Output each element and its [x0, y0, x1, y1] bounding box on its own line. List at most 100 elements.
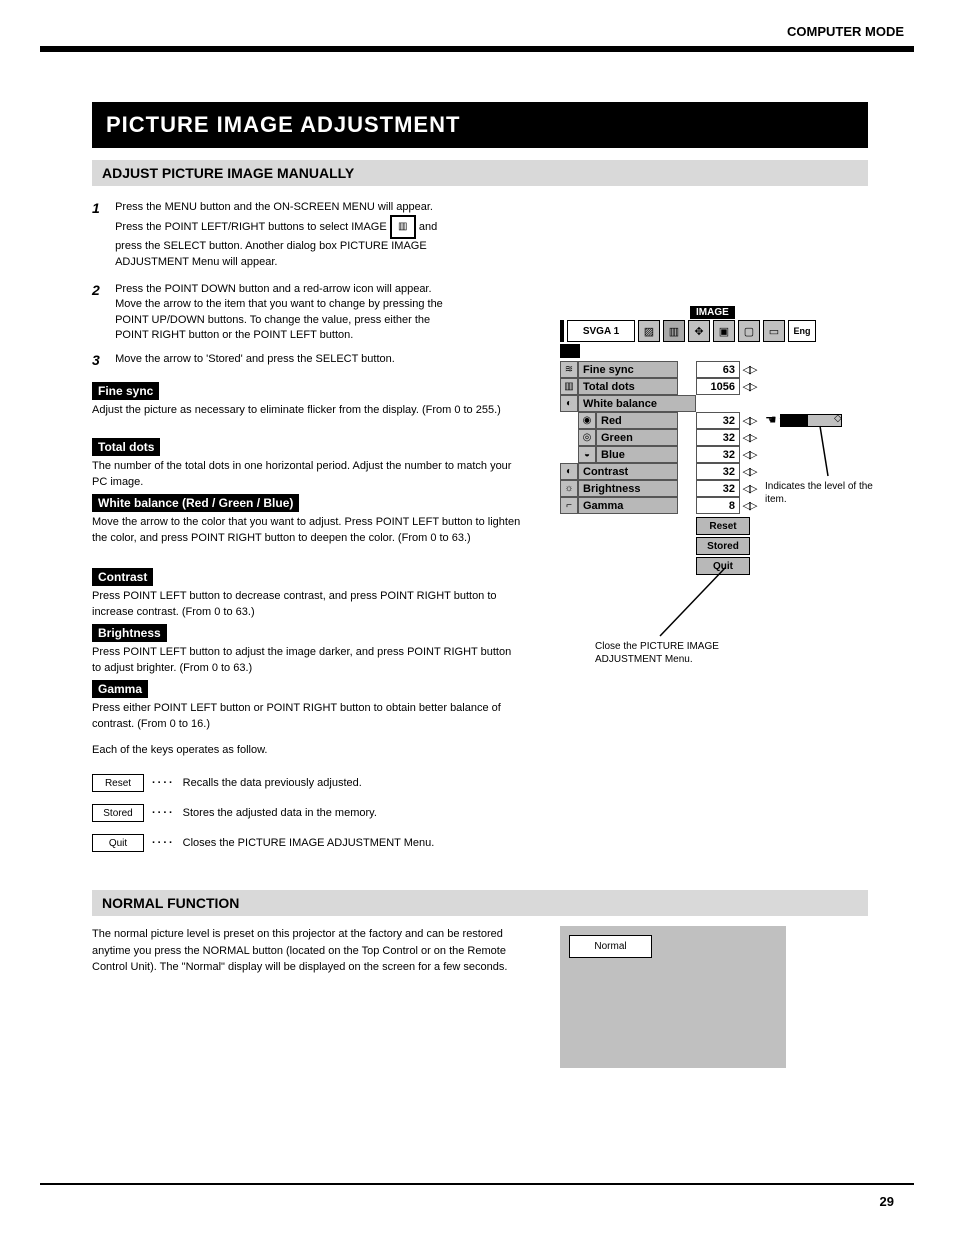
- dots: ····: [152, 837, 175, 849]
- page-title: PICTURE IMAGE ADJUSTMENT: [92, 102, 868, 148]
- osd-black-strip: [560, 344, 580, 358]
- item-total-dots-head: Total dots: [92, 438, 160, 456]
- step-2-text: Press the POINT DOWN button and a red-ar…: [115, 282, 445, 344]
- normal-paragraph: The normal picture level is preset on th…: [92, 926, 532, 976]
- arrows-icon[interactable]: ◁▷: [740, 378, 758, 395]
- step-1-text-a: Press the MENU button and the ON-SCREEN …: [115, 201, 433, 213]
- red-icon: ◉: [578, 412, 596, 429]
- step-1-text-b: Press the POINT LEFT/RIGHT buttons to se…: [115, 221, 387, 233]
- step-2: 2 Press the POINT DOWN button and a red-…: [92, 282, 445, 344]
- gamma-icon: ⌐: [560, 497, 578, 514]
- step-1-number: 1: [92, 200, 112, 216]
- item-gamma-note: Each of the keys operates as follow.: [92, 743, 522, 759]
- toolbar-icon-4[interactable]: ▣: [713, 320, 735, 342]
- row-blue-value: 32: [696, 446, 740, 463]
- row-blue[interactable]: ◒ Blue 32 ◁▷: [560, 446, 758, 463]
- row-red-label: Red: [596, 412, 678, 429]
- row-gamma[interactable]: ⌐ Gamma 8 ◁▷: [560, 497, 758, 514]
- row-gamma-label: Gamma: [578, 497, 678, 514]
- osd-stored-button[interactable]: Stored: [696, 537, 750, 555]
- row-total-dots-value: 1056: [696, 378, 740, 395]
- osd-rows: ≋ Fine sync 63 ◁▷ ▥ Total dots 1056 ◁▷ ◐…: [560, 361, 758, 514]
- item-fine-sync: Fine sync Adjust the picture as necessar…: [92, 382, 532, 419]
- toolbar-icon-1[interactable]: ▨: [638, 320, 660, 342]
- row-white-balance-label: White balance: [578, 395, 696, 412]
- row-fine-sync[interactable]: ≋ Fine sync 63 ◁▷: [560, 361, 758, 378]
- item-contrast-head: Contrast: [92, 568, 153, 586]
- item-gamma: Gamma Press either POINT LEFT button or …: [92, 680, 532, 759]
- quit-box: Quit: [92, 834, 144, 852]
- row-red-value: 32: [696, 412, 740, 429]
- toolbar-lang[interactable]: Eng: [788, 320, 816, 342]
- level-slider[interactable]: [780, 414, 842, 427]
- toolbar-icon-6[interactable]: ▭: [763, 320, 785, 342]
- callout-quit: Close the PICTURE IMAGE ADJUSTMENT Menu.: [595, 640, 725, 666]
- stored-row: Stored ···· Stores the adjusted data in …: [92, 804, 434, 822]
- white-balance-icon: ◐: [560, 395, 578, 412]
- toolbar-icon-3[interactable]: ✥: [688, 320, 710, 342]
- arrows-icon[interactable]: ◁▷: [740, 463, 758, 480]
- row-brightness[interactable]: ☼ Brightness 32 ◁▷: [560, 480, 758, 497]
- item-total-dots-desc: The number of the total dots in one hori…: [92, 459, 522, 491]
- arrows-icon[interactable]: ◁▷: [740, 429, 758, 446]
- dots: ····: [152, 777, 175, 789]
- page-number: 29: [880, 1194, 894, 1209]
- step-3-number: 3: [92, 352, 112, 368]
- bottom-rule: [40, 1183, 914, 1185]
- blue-icon: ◒: [578, 446, 596, 463]
- stored-box: Stored: [92, 804, 144, 822]
- reset-text: Recalls the data previously adjusted.: [183, 777, 362, 789]
- page-header-mode: COMPUTER MODE: [787, 24, 904, 39]
- quit-text: Closes the PICTURE IMAGE ADJUSTMENT Menu…: [183, 837, 435, 849]
- item-brightness: Brightness Press POINT LEFT button to ad…: [92, 624, 532, 677]
- item-white-balance-head: White balance (Red / Green / Blue): [92, 494, 299, 512]
- item-gamma-desc: Press either POINT LEFT button or POINT …: [92, 701, 522, 733]
- normal-indicator: Normal: [569, 935, 652, 958]
- row-white-balance[interactable]: ◐ White balance: [560, 395, 758, 412]
- row-contrast-value: 32: [696, 463, 740, 480]
- row-total-dots[interactable]: ▥ Total dots 1056 ◁▷: [560, 378, 758, 395]
- row-brightness-value: 32: [696, 480, 740, 497]
- row-green[interactable]: ◎ Green 32 ◁▷: [560, 429, 758, 446]
- contrast-icon: ◐: [560, 463, 578, 480]
- item-total-dots: Total dots The number of the total dots …: [92, 438, 532, 491]
- item-contrast: Contrast Press POINT LEFT button to decr…: [92, 568, 532, 621]
- row-fine-sync-label: Fine sync: [578, 361, 678, 378]
- callout-slider: Indicates the level of the item.: [765, 480, 880, 506]
- arrows-icon[interactable]: ◁▷: [740, 446, 758, 463]
- arrows-icon[interactable]: ◁▷: [740, 480, 758, 497]
- image-icon: ▥: [390, 215, 416, 239]
- brightness-icon: ☼: [560, 480, 578, 497]
- item-brightness-desc: Press POINT LEFT button to adjust the im…: [92, 645, 522, 677]
- arrows-icon[interactable]: ◁▷: [740, 412, 758, 429]
- row-contrast[interactable]: ◐ Contrast 32 ◁▷: [560, 463, 758, 480]
- osd-reset-button[interactable]: Reset: [696, 517, 750, 535]
- osd-quit-button[interactable]: Quit: [696, 557, 750, 575]
- toolbar-icon-image[interactable]: ▥: [663, 320, 685, 342]
- osd-mode[interactable]: SVGA 1: [567, 320, 635, 342]
- row-red[interactable]: ◉ Red 32 ◁▷: [560, 412, 758, 429]
- reset-row: Reset ···· Recalls the data previously a…: [92, 774, 434, 792]
- pointer-hand-icon: ☚: [765, 412, 777, 428]
- green-icon: ◎: [578, 429, 596, 446]
- item-white-balance-desc: Move the arrow to the color that you wan…: [92, 515, 522, 547]
- row-green-value: 32: [696, 429, 740, 446]
- row-gamma-value: 8: [696, 497, 740, 514]
- section-normal-heading: NORMAL FUNCTION: [92, 890, 868, 916]
- toolbar-icon-5[interactable]: ▢: [738, 320, 760, 342]
- step-3-text: Move the arrow to 'Stored' and press the…: [115, 352, 445, 367]
- toolbar-accent: [560, 320, 564, 342]
- step-2-number: 2: [92, 282, 112, 298]
- arrows-icon[interactable]: ◁▷: [740, 361, 758, 378]
- arrows-icon[interactable]: ◁▷: [740, 497, 758, 514]
- section-adjust-heading: ADJUST PICTURE IMAGE MANUALLY: [92, 160, 868, 186]
- item-fine-sync-desc: Adjust the picture as necessary to elimi…: [92, 403, 522, 419]
- fine-sync-icon: ≋: [560, 361, 578, 378]
- step-1: 1 Press the MENU button and the ON-SCREE…: [92, 200, 445, 270]
- row-green-label: Green: [596, 429, 678, 446]
- step-3: 3 Move the arrow to 'Stored' and press t…: [92, 352, 445, 368]
- normal-display-box: Normal: [560, 926, 786, 1068]
- osd-image-label: IMAGE: [690, 306, 735, 319]
- reset-box: Reset: [92, 774, 144, 792]
- top-rule: [40, 46, 914, 52]
